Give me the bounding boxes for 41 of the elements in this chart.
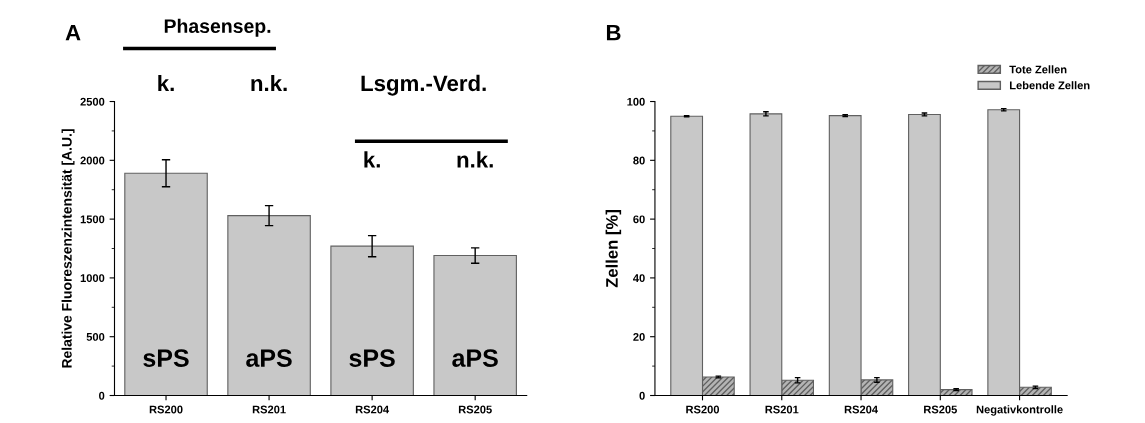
text: Lsgm.-Verd. bbox=[361, 74, 486, 96]
legend-label: Tote Zellen bbox=[1009, 65, 1067, 74]
annotation: sPS bbox=[143, 349, 189, 367]
y-tick-label: 2000 bbox=[80, 156, 105, 165]
y-tick-label: 1000 bbox=[80, 274, 105, 283]
y-tick-label: 100 bbox=[627, 97, 645, 106]
text: Phasensep. bbox=[164, 18, 271, 37]
annotation: k. bbox=[364, 151, 380, 168]
annotation: sPS bbox=[349, 349, 395, 367]
y-tick-label: 20 bbox=[633, 332, 645, 341]
y-tick-label: 500 bbox=[86, 332, 105, 341]
x-tick-label: RS200 bbox=[149, 405, 183, 414]
y-tick-label: 60 bbox=[633, 215, 645, 224]
x-tick-label: RS205 bbox=[924, 405, 957, 414]
y-tick-label: 1500 bbox=[80, 215, 105, 224]
text: k. bbox=[158, 74, 174, 92]
y-tick-label: 0 bbox=[99, 391, 105, 400]
text: n.k. bbox=[251, 74, 287, 92]
x-tick-label: RS201 bbox=[252, 405, 286, 414]
y-axis-title: Zellen [%] bbox=[605, 210, 622, 288]
bar bbox=[124, 172, 208, 396]
annotation: n.k. bbox=[457, 151, 493, 168]
bar bbox=[433, 255, 517, 396]
y-tick-label: 40 bbox=[633, 274, 645, 283]
bar bbox=[227, 215, 311, 396]
bar bbox=[330, 245, 414, 396]
y-axis-title: Relative Fluoreszenzintensität [A.U.] bbox=[61, 129, 75, 368]
annotation: aPS bbox=[246, 349, 292, 367]
y-tick-label: 2500 bbox=[80, 97, 105, 106]
x-tick-label: RS200 bbox=[686, 405, 720, 414]
x-tick-label: RS204 bbox=[844, 405, 878, 414]
x-tick-label: RS205 bbox=[458, 405, 492, 414]
x-tick-label: RS201 bbox=[765, 405, 799, 414]
x-tick-label: Negativkontrolle bbox=[976, 405, 1063, 416]
y-tick-label: 80 bbox=[633, 156, 645, 165]
annotation: aPS bbox=[452, 349, 498, 367]
chart-title: B bbox=[606, 24, 621, 41]
legend-label: Lebende Zellen bbox=[1009, 81, 1090, 90]
x-tick-label: RS204 bbox=[355, 405, 390, 414]
y-tick-label: 0 bbox=[639, 391, 645, 400]
chart-title: A bbox=[65, 24, 81, 41]
